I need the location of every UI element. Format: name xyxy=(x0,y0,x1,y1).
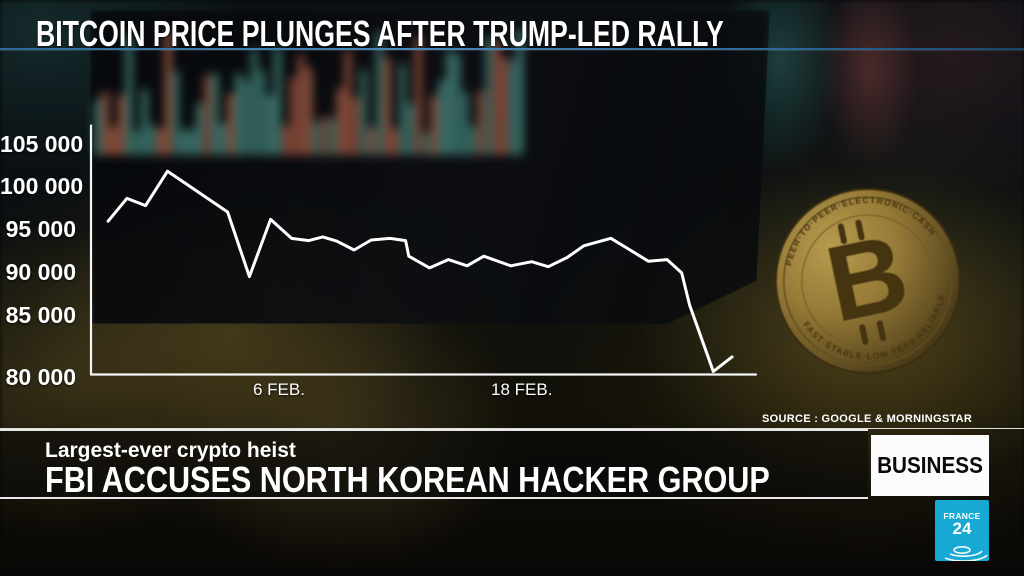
svg-text:24: 24 xyxy=(953,519,972,538)
